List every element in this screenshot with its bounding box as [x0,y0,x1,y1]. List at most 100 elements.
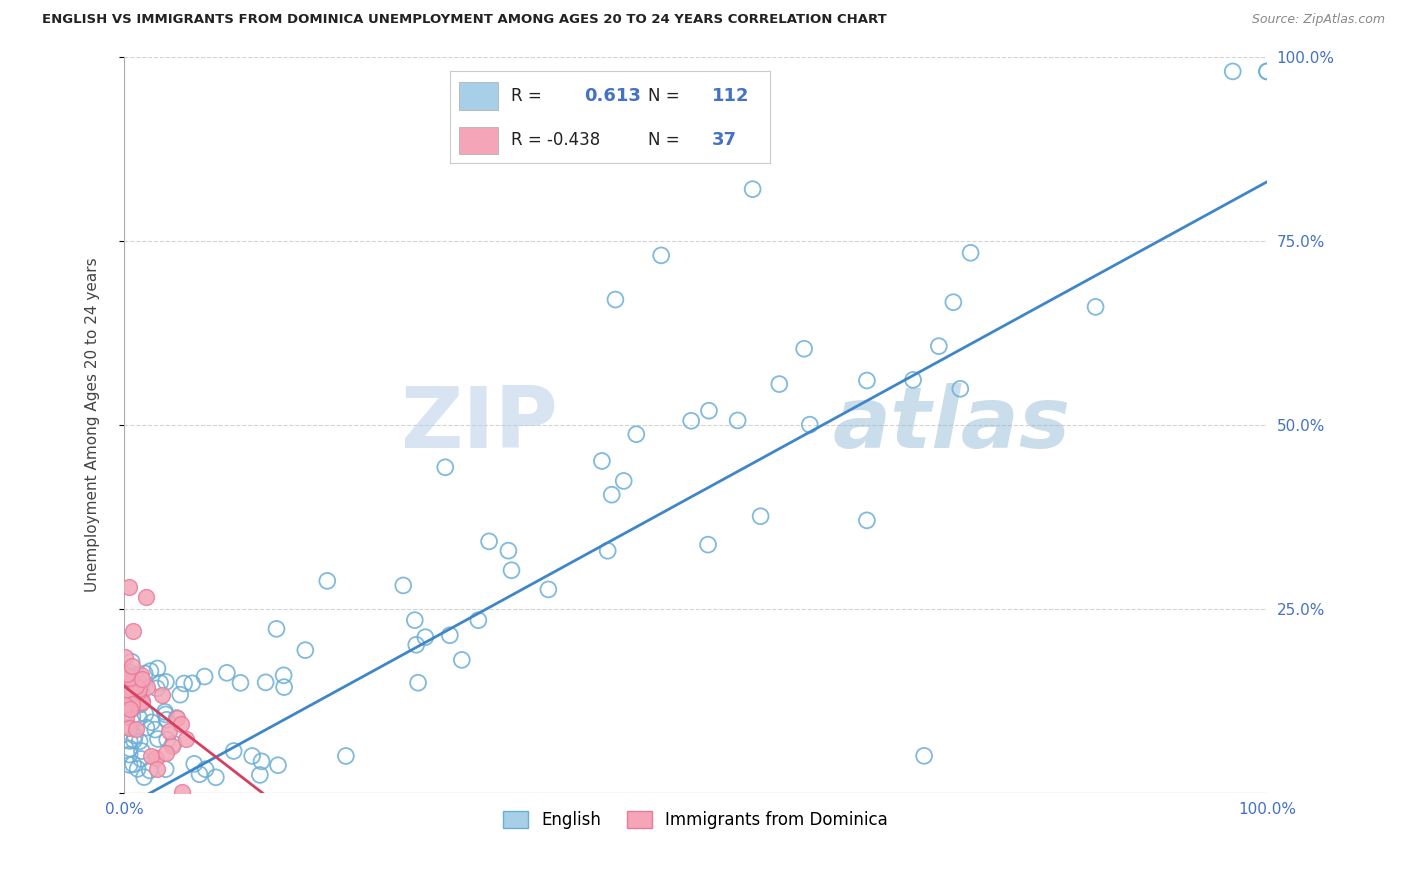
Point [120,702,142,716]
Point [205,770,228,784]
Point [127,685,149,699]
Point [928,339,950,353]
Point [129,696,152,710]
Point [129,752,152,766]
Point [188,767,211,781]
Point [121,658,143,673]
Point [172,785,194,799]
Point [450,653,472,667]
Point [128,734,150,748]
Point [118,685,141,699]
Point [155,762,177,776]
Point [222,744,245,758]
Text: ENGLISH VS IMMIGRANTS FROM DOMINICA UNEMPLOYMENT AMONG AGES 20 TO 24 YEARS CORRE: ENGLISH VS IMMIGRANTS FROM DOMINICA UNEM… [42,13,887,27]
Point [125,722,148,736]
Point [169,688,191,702]
Point [901,373,924,387]
Point [697,403,720,417]
Point [121,674,143,689]
Y-axis label: Unemployment Among Ages 20 to 24 years: Unemployment Among Ages 20 to 24 years [86,258,100,592]
Point [1256,64,1278,78]
Point [120,685,142,699]
Point [498,543,520,558]
Point [162,739,184,753]
Point [912,748,935,763]
Point [118,734,141,748]
Point [135,721,157,735]
Point [134,706,156,721]
Point [128,681,150,696]
Point [134,666,156,681]
Point [122,757,145,772]
Point [156,713,179,727]
Point [741,182,763,196]
Text: atlas: atlas [832,384,1071,467]
Point [153,705,176,719]
Point [128,696,150,710]
Point [249,768,271,782]
Point [117,580,139,594]
Point [155,674,177,689]
Point [150,688,173,702]
Point [121,686,143,700]
Point [129,668,152,682]
Point [1222,64,1244,78]
Point [139,764,162,778]
Point [129,698,152,712]
Point [799,417,821,432]
Point [118,758,141,772]
Point [536,109,558,123]
Point [439,628,461,642]
Point [162,737,184,751]
Point [166,711,188,725]
Point [600,488,623,502]
Point [118,721,141,735]
Point [146,661,169,675]
Point [174,731,197,746]
Point [501,563,523,577]
Point [127,674,149,689]
Point [856,374,879,388]
Point [793,342,815,356]
Point [118,671,141,685]
Text: ZIP: ZIP [401,384,558,467]
Point [294,643,316,657]
Point [273,680,295,694]
Point [143,723,166,737]
Legend: English, Immigrants from Dominica: English, Immigrants from Dominica [496,805,894,836]
Point [139,749,162,764]
Point [155,746,177,760]
Point [413,630,436,644]
Point [250,755,273,769]
Point [405,638,427,652]
Point [122,733,145,747]
Point [467,613,489,627]
Point [135,591,157,605]
Point [118,665,141,680]
Point [141,715,163,730]
Point [942,295,965,310]
Point [118,680,141,694]
Point [118,747,141,762]
Point [537,582,560,597]
Point [173,676,195,690]
Point [316,574,339,588]
Point [194,669,217,683]
Point [136,680,159,694]
Point [121,680,143,694]
Point [117,671,139,685]
Point [681,414,703,428]
Point [1256,64,1278,78]
Point [727,413,749,427]
Point [183,756,205,771]
Point [131,695,153,709]
Point [118,702,141,716]
Point [145,750,167,764]
Point [121,698,143,712]
Point [128,711,150,725]
Point [959,245,981,260]
Point [229,676,252,690]
Point [478,534,501,549]
Point [856,513,879,527]
Point [215,665,238,680]
